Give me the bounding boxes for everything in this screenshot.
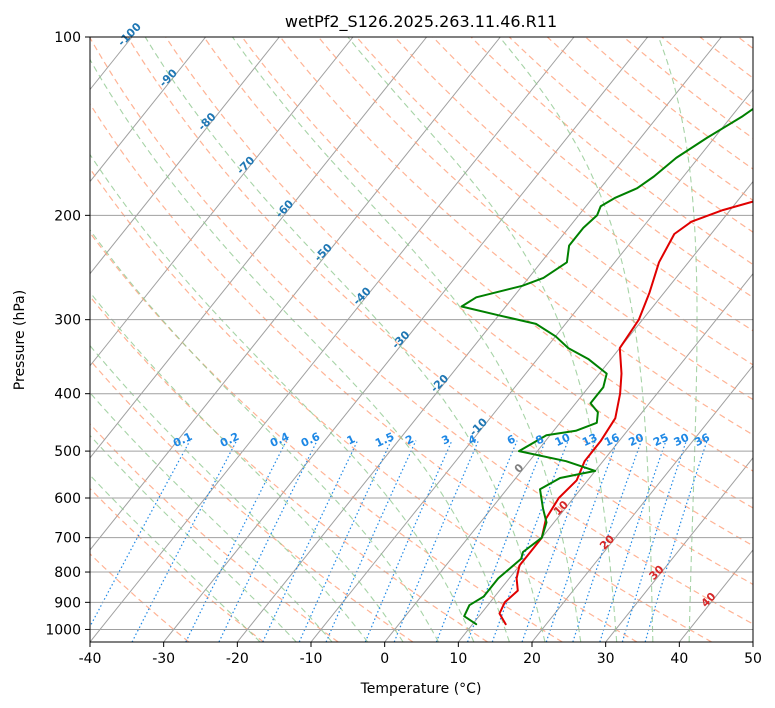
x-tick-label: 40 <box>670 651 688 667</box>
dry-adiabat-line <box>394 37 753 332</box>
mixing-ratio-line <box>545 440 618 642</box>
y-tick-label: 500 <box>54 444 81 460</box>
mixing-ratio-label: 10 <box>553 431 573 449</box>
isotherm-line <box>163 37 649 642</box>
dry-adiabat-line <box>203 37 753 509</box>
x-tick-label: 50 <box>744 651 762 667</box>
moist-adiabat-line <box>657 37 698 642</box>
isotherm-line <box>531 364 753 642</box>
y-axis: 100 200 300 400 500 600 700 800 900 1000 <box>45 30 90 638</box>
isotherm-line <box>0 37 58 642</box>
mixing-ratio-label: 20 <box>626 431 646 449</box>
mixing-ratio-label: 30 <box>672 431 692 449</box>
moist-adiabats <box>90 37 698 642</box>
mixing-ratio-label: 25 <box>651 431 670 449</box>
x-tick-label: 20 <box>523 651 541 667</box>
moist-adiabat-line <box>232 37 582 642</box>
mixing-ratio-line <box>521 440 596 642</box>
isotherm-line <box>90 37 501 551</box>
isobar-lines <box>90 37 753 630</box>
y-axis-label: Pressure (hPa) <box>12 290 28 390</box>
y-tick-label: 300 <box>54 313 81 329</box>
dry-adiabat-line <box>90 102 712 642</box>
x-tick-label: -20 <box>226 651 249 667</box>
dry-adiabat-line <box>90 37 753 625</box>
isotherm-line <box>90 37 575 642</box>
mixing-ratio-label: 16 <box>602 431 622 449</box>
mixing-ratio-line <box>491 440 569 642</box>
plot-frame <box>89 36 754 643</box>
y-tick-label: 100 <box>54 30 81 46</box>
dry-adiabat-line <box>356 37 753 366</box>
dry-adiabats <box>90 37 753 642</box>
dry-adiabat-line <box>90 423 339 642</box>
mixing-ratio-label: 13 <box>580 431 599 449</box>
plot-background <box>90 37 753 642</box>
moist-adiabat-line <box>90 291 404 642</box>
y-tick-label: 800 <box>54 565 81 581</box>
dry-adiabat-line <box>127 37 753 586</box>
moist-adiabat-line <box>144 37 546 642</box>
dry-adiabat-line <box>90 553 190 642</box>
x-tick-label: 0 <box>380 651 389 667</box>
isotherm-line <box>90 37 354 367</box>
dry-adiabat-line <box>90 231 563 642</box>
x-tick-label: 30 <box>597 651 615 667</box>
profile-series <box>460 107 753 626</box>
dry-adiabat-line <box>90 359 414 642</box>
x-axis: -40 -30 -20 -10 0 10 20 30 40 50 <box>79 642 762 667</box>
isotherm-line <box>90 37 428 459</box>
y-tick-label: 200 <box>54 208 81 224</box>
x-axis-label: Temperature (°C) <box>360 681 482 697</box>
moist-adiabat-line <box>90 474 261 642</box>
moist-adiabat-line <box>499 37 654 642</box>
moist-adiabat-line <box>90 58 510 642</box>
isotherm-line <box>605 457 753 642</box>
y-tick-label: 1000 <box>45 622 81 638</box>
isotherm-lines <box>0 37 753 642</box>
isotherm-line <box>752 641 753 642</box>
x-tick-label: -30 <box>152 651 175 667</box>
y-tick-label: 400 <box>54 387 81 403</box>
y-tick-label: 600 <box>54 491 81 507</box>
chart-title: wetPf2_S126.2025.263.11.46.R11 <box>285 12 557 32</box>
plot-area: 0.1 0.2 0.4 0.6 1 1.5 2 3 4 6 8 10 13 16 20 25 30 36-100-… <box>0 20 754 643</box>
mixing-ratio-line <box>393 440 479 642</box>
moist-adiabat-line <box>90 391 333 642</box>
mixing-ratio-line <box>644 440 708 642</box>
dry-adiabat-line <box>90 295 488 642</box>
mixing-ratio-line <box>621 440 687 642</box>
moist-adiabat-line <box>90 229 439 642</box>
mixing-ratio-line <box>185 440 288 642</box>
x-tick-label: 10 <box>449 651 467 667</box>
isotherm-line <box>236 37 722 642</box>
mixing-ratio-line <box>90 440 191 628</box>
temperature-line <box>498 200 753 626</box>
isotherm-line <box>90 37 207 183</box>
mixing-ratio-line <box>298 440 392 642</box>
y-tick-label: 900 <box>54 595 81 611</box>
mixing-ratio-line <box>364 440 453 642</box>
x-tick-label: -10 <box>300 651 323 667</box>
dry-adiabat-line <box>165 37 753 547</box>
moist-adiabat-line <box>90 153 475 642</box>
mixing-ratio-line <box>599 440 667 642</box>
isotherm-line <box>90 37 280 275</box>
moist-adiabat-line <box>90 344 369 642</box>
x-tick-label: -40 <box>79 651 102 667</box>
mixing-ratio-lines <box>90 440 708 642</box>
dry-adiabat-line <box>90 167 638 642</box>
mixing-ratio-line <box>218 440 318 642</box>
dewpoint-line <box>460 107 753 626</box>
mixing-ratio-line <box>325 440 417 642</box>
dry-adiabat-line <box>317 37 753 401</box>
y-tick-label: 700 <box>54 531 81 547</box>
mixing-ratio-label: 36 <box>692 431 712 449</box>
